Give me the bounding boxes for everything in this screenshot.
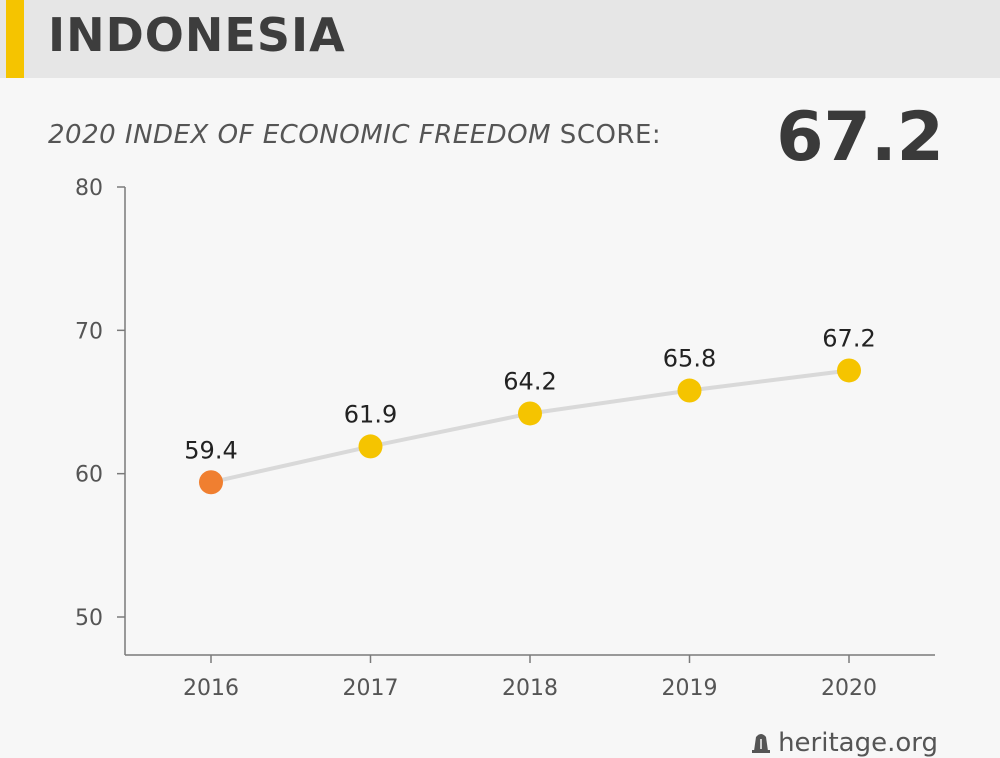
data-point xyxy=(677,378,702,403)
liberty-bell-icon xyxy=(752,734,771,753)
source-credit: heritage.org xyxy=(750,728,938,758)
score-label-index: 2020 INDEX OF ECONOMIC FREEDOM xyxy=(48,120,552,150)
data-label: 61.9 xyxy=(344,400,397,428)
data-label: 65.8 xyxy=(663,345,716,373)
y-tick-label: 60 xyxy=(75,463,103,488)
data-label: 59.4 xyxy=(184,436,237,464)
x-tick-label: 2017 xyxy=(343,676,399,701)
header-band: INDONESIA xyxy=(0,0,1000,78)
data-point xyxy=(518,401,542,426)
data-label: 64.2 xyxy=(503,367,556,395)
x-tick-label: 2016 xyxy=(183,676,239,701)
source-text[interactable]: heritage.org xyxy=(778,728,938,758)
data-point xyxy=(837,358,861,383)
score-label: 2020 INDEX OF ECONOMIC FREEDOM SCORE: xyxy=(48,120,661,150)
data-label: 67.2 xyxy=(822,324,875,352)
x-tick-label: 2020 xyxy=(821,676,877,701)
y-tick-label: 50 xyxy=(75,606,103,631)
score-value: 67.2 xyxy=(776,98,944,177)
y-tick-label: 70 xyxy=(75,319,103,344)
x-tick-label: 2019 xyxy=(662,676,718,701)
y-tick-label: 80 xyxy=(75,176,103,201)
accent-bar xyxy=(6,0,24,78)
x-tick-label: 2018 xyxy=(502,676,558,701)
country-title: INDONESIA xyxy=(48,8,346,62)
score-label-suffix: SCORE: xyxy=(551,120,662,150)
data-point xyxy=(358,434,383,459)
data-point xyxy=(199,470,223,495)
